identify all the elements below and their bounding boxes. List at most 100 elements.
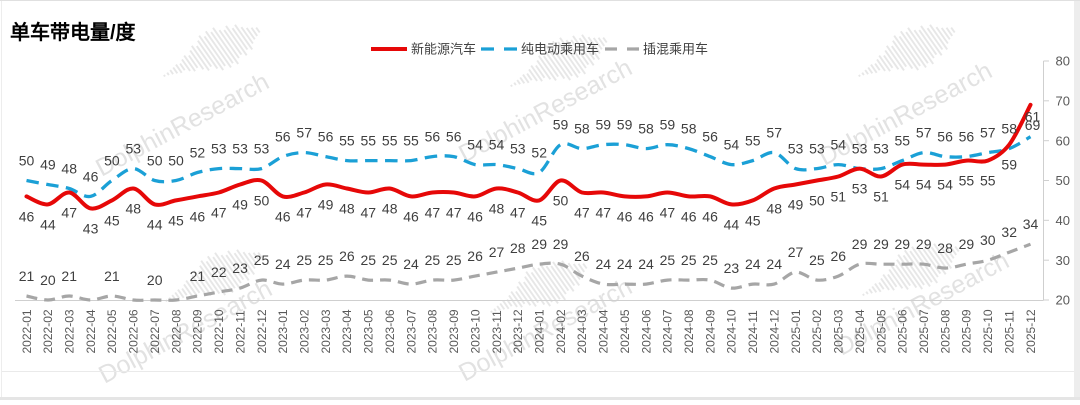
svg-text:24: 24 <box>596 256 612 272</box>
svg-text:2022-03: 2022-03 <box>63 309 77 353</box>
svg-text:2024-10: 2024-10 <box>725 309 739 353</box>
svg-text:46: 46 <box>702 208 718 224</box>
svg-text:2022-02: 2022-02 <box>41 309 55 353</box>
svg-text:2023-03: 2023-03 <box>319 309 333 353</box>
svg-text:56: 56 <box>959 129 975 145</box>
svg-text:2022-09: 2022-09 <box>191 309 205 353</box>
svg-text:46: 46 <box>681 208 697 224</box>
svg-text:59: 59 <box>596 117 612 133</box>
svg-text:2024-02: 2024-02 <box>554 309 568 353</box>
svg-text:2023-01: 2023-01 <box>276 309 290 353</box>
svg-text:47: 47 <box>510 205 526 221</box>
svg-text:25: 25 <box>361 252 377 268</box>
svg-text:29: 29 <box>959 236 975 252</box>
svg-text:46: 46 <box>638 208 654 224</box>
svg-text:2022-12: 2022-12 <box>255 309 269 353</box>
svg-text:30: 30 <box>980 232 996 248</box>
svg-text:插混乘用车: 插混乘用车 <box>643 42 708 57</box>
svg-text:2025-05: 2025-05 <box>874 309 888 353</box>
svg-text:29: 29 <box>553 236 569 252</box>
svg-text:2025-02: 2025-02 <box>810 309 824 353</box>
svg-text:59: 59 <box>660 117 676 133</box>
svg-text:2024-07: 2024-07 <box>661 309 675 353</box>
svg-text:新能源汽车: 新能源汽车 <box>411 42 476 57</box>
svg-text:52: 52 <box>190 145 206 161</box>
svg-text:59: 59 <box>617 117 633 133</box>
svg-text:58: 58 <box>1001 121 1017 137</box>
svg-text:2024-12: 2024-12 <box>768 309 782 353</box>
svg-text:2024-04: 2024-04 <box>597 309 611 353</box>
svg-text:30: 30 <box>1056 253 1070 268</box>
svg-text:55: 55 <box>895 133 911 149</box>
svg-text:50: 50 <box>553 193 569 209</box>
svg-text:45: 45 <box>745 212 761 228</box>
svg-text:2023-02: 2023-02 <box>298 309 312 353</box>
svg-text:53: 53 <box>254 141 270 157</box>
svg-text:54: 54 <box>831 137 847 153</box>
svg-text:47: 47 <box>361 205 377 221</box>
svg-text:48: 48 <box>126 201 142 217</box>
svg-text:46: 46 <box>190 208 206 224</box>
svg-text:25: 25 <box>681 252 697 268</box>
svg-text:48: 48 <box>61 161 77 177</box>
svg-text:纯电动乘用车: 纯电动乘用车 <box>521 42 599 57</box>
svg-text:44: 44 <box>147 216 163 232</box>
svg-text:60: 60 <box>1056 133 1070 148</box>
svg-text:2025-07: 2025-07 <box>917 309 931 353</box>
svg-text:21: 21 <box>19 268 35 284</box>
svg-text:2025-11: 2025-11 <box>1003 310 1017 353</box>
svg-text:50: 50 <box>19 153 35 169</box>
svg-text:34: 34 <box>1023 216 1039 232</box>
svg-text:54: 54 <box>489 137 505 153</box>
svg-text:48: 48 <box>489 201 505 217</box>
svg-text:2023-06: 2023-06 <box>383 309 397 353</box>
svg-text:47: 47 <box>211 205 227 221</box>
svg-text:2025-09: 2025-09 <box>960 309 974 353</box>
svg-text:61: 61 <box>1025 109 1041 125</box>
svg-text:2022-06: 2022-06 <box>127 309 141 353</box>
svg-text:47: 47 <box>574 205 590 221</box>
svg-text:24: 24 <box>745 256 761 272</box>
svg-text:47: 47 <box>425 205 441 221</box>
svg-text:54: 54 <box>724 137 740 153</box>
svg-text:29: 29 <box>895 236 911 252</box>
svg-text:2024-06: 2024-06 <box>639 309 653 353</box>
svg-text:56: 56 <box>446 129 462 145</box>
svg-text:56: 56 <box>425 129 441 145</box>
svg-text:2022-04: 2022-04 <box>84 309 98 353</box>
svg-text:2024-11: 2024-11 <box>746 310 760 353</box>
svg-text:58: 58 <box>574 121 590 137</box>
svg-text:50: 50 <box>809 193 825 209</box>
svg-text:47: 47 <box>446 205 462 221</box>
svg-text:53: 53 <box>873 141 889 157</box>
svg-text:57: 57 <box>296 125 312 141</box>
svg-text:53: 53 <box>852 141 868 157</box>
svg-text:24: 24 <box>638 256 654 272</box>
svg-text:2025-10: 2025-10 <box>981 309 995 353</box>
svg-text:21: 21 <box>104 268 120 284</box>
svg-text:2023-12: 2023-12 <box>511 309 525 353</box>
svg-text:2022-10: 2022-10 <box>212 309 226 353</box>
svg-text:43: 43 <box>83 220 99 236</box>
svg-text:69: 69 <box>1025 117 1041 133</box>
svg-text:55: 55 <box>339 133 355 149</box>
svg-text:25: 25 <box>446 252 462 268</box>
svg-text:25: 25 <box>702 252 718 268</box>
svg-text:44: 44 <box>40 216 56 232</box>
svg-text:49: 49 <box>788 197 804 213</box>
svg-text:2022-05: 2022-05 <box>105 309 119 353</box>
svg-text:48: 48 <box>339 201 355 217</box>
svg-text:50: 50 <box>1056 173 1070 188</box>
svg-text:25: 25 <box>254 252 270 268</box>
svg-text:25: 25 <box>382 252 398 268</box>
svg-text:54: 54 <box>937 177 953 193</box>
svg-text:25: 25 <box>296 252 312 268</box>
svg-text:50: 50 <box>254 193 270 209</box>
svg-text:2023-08: 2023-08 <box>426 309 440 353</box>
svg-text:20: 20 <box>1056 293 1070 308</box>
svg-text:2022-11: 2022-11 <box>233 310 247 353</box>
svg-text:2025-03: 2025-03 <box>832 309 846 353</box>
svg-text:20: 20 <box>40 272 56 288</box>
svg-text:53: 53 <box>788 141 804 157</box>
svg-text:56: 56 <box>702 129 718 145</box>
